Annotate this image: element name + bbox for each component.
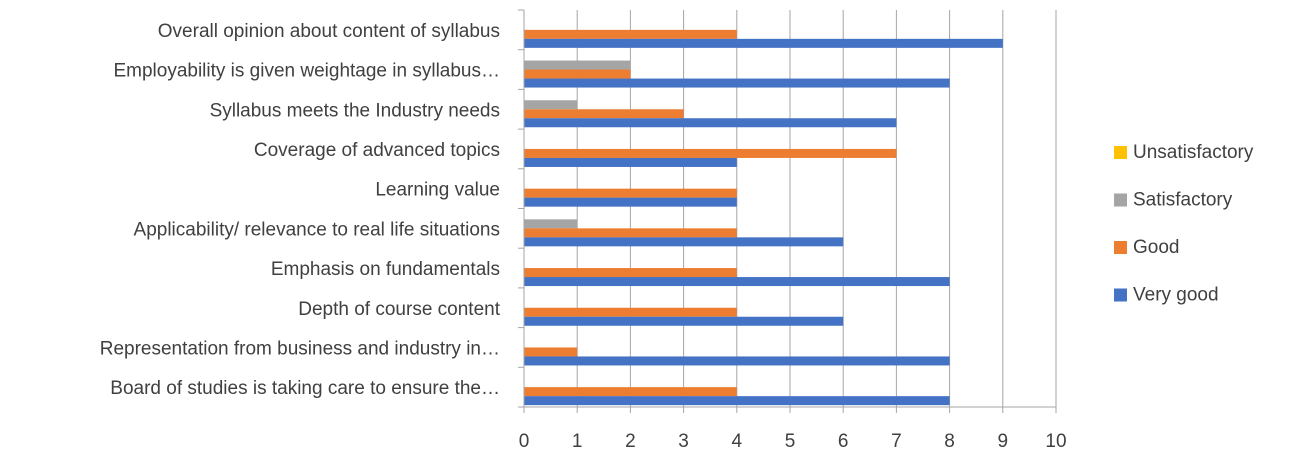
x-tick-label: 4	[732, 431, 743, 452]
bar-good	[524, 228, 737, 238]
x-tick-label: 0	[519, 431, 530, 452]
category-label: Employability is given weightage in syll…	[113, 61, 500, 82]
bar-satisfactory	[524, 219, 578, 229]
bar-very-good	[524, 396, 950, 406]
bar-very-good	[524, 316, 844, 326]
category-label: Syllabus meets the Industry needs	[210, 100, 500, 121]
bar-very-good	[524, 197, 737, 207]
category-label: Representation from business and industr…	[100, 338, 500, 359]
category-label: Depth of course content	[298, 299, 500, 320]
legend-label: Unsatisfactory	[1133, 142, 1254, 163]
x-tick-label: 9	[998, 431, 1009, 452]
legend-swatch	[1114, 288, 1127, 302]
category-label: Applicability/ relevance to real life si…	[134, 219, 500, 240]
category-labels: Overall opinion about content of syllabu…	[100, 21, 501, 399]
bar-good	[524, 69, 631, 79]
gridlines	[576, 10, 1057, 407]
x-tick-label: 6	[838, 431, 849, 452]
legend-label: Good	[1133, 237, 1179, 258]
bar-good	[524, 109, 684, 119]
bar-good	[524, 268, 737, 278]
bar-good	[524, 148, 897, 158]
legend-swatch	[1114, 241, 1127, 254]
bar-very-good	[524, 237, 844, 247]
bar-very-good	[524, 277, 950, 287]
x-tick-label: 1	[572, 431, 583, 452]
x-tick-label: 10	[1045, 431, 1066, 452]
bar-good	[524, 188, 737, 198]
category-label: Board of studies is taking care to ensur…	[110, 378, 500, 399]
bar-very-good	[524, 118, 897, 128]
bar-very-good	[524, 157, 737, 167]
x-tick-label: 2	[625, 431, 636, 452]
category-label: Emphasis on fundamentals	[271, 259, 500, 280]
x-tick-label: 3	[678, 431, 689, 452]
bar-very-good	[524, 356, 950, 366]
bar-good	[524, 347, 578, 357]
legend-label: Very good	[1133, 285, 1219, 306]
category-label: Learning value	[375, 180, 500, 201]
x-tick-label: 8	[944, 431, 955, 452]
category-label: Overall opinion about content of syllabu…	[158, 21, 500, 42]
axes	[518, 9, 1057, 413]
legend: Unsatisfactory Satisfactory Good Very good	[1114, 142, 1254, 306]
bar-very-good	[524, 78, 950, 88]
bar-very-good	[524, 38, 1003, 48]
x-tick-label: 7	[891, 431, 902, 452]
bars	[524, 29, 1003, 406]
bar-good	[524, 29, 737, 39]
bar-satisfactory	[524, 100, 578, 110]
bar-good	[524, 307, 737, 317]
legend-swatch	[1114, 146, 1127, 159]
bar-satisfactory	[524, 60, 631, 70]
legend-swatch	[1114, 193, 1127, 207]
x-tick-labels: 0 1 2 3 4 5 6 7 8 9 10	[519, 431, 1067, 452]
legend-label: Satisfactory	[1133, 190, 1233, 211]
bar-good	[524, 387, 737, 397]
category-label: Coverage of advanced topics	[254, 140, 500, 161]
x-tick-label: 5	[785, 431, 796, 452]
